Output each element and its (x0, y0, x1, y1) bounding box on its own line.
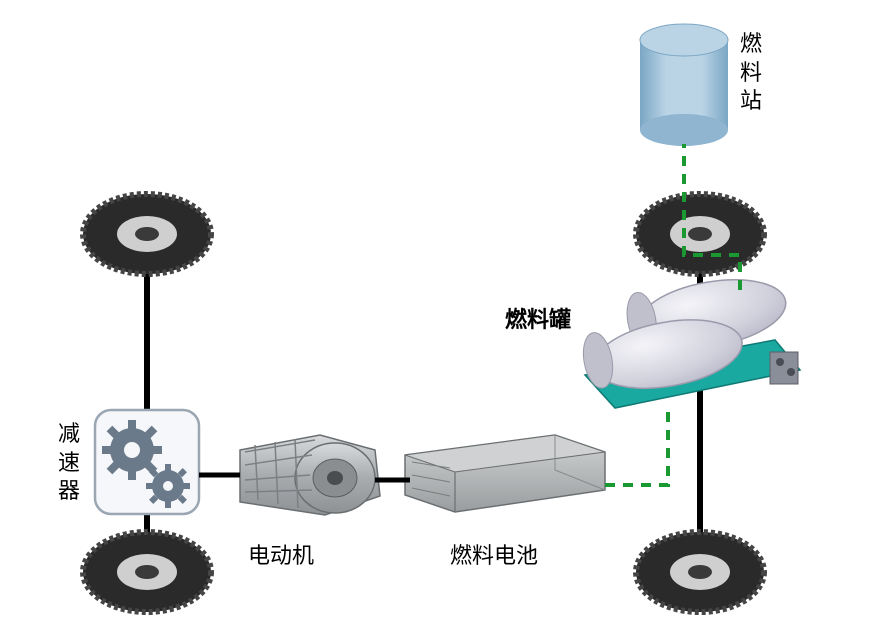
fuel-station-icon (640, 24, 728, 146)
fuel-tank-icon (574, 267, 800, 408)
reducer-icon (95, 410, 199, 514)
motor-label: 电动机 (248, 538, 314, 570)
fuel-cell-icon (405, 435, 605, 512)
wheel-front-top (83, 194, 211, 274)
fuel-tank-label: 燃料罐 (505, 302, 571, 334)
wheel-rear-bottom (636, 532, 764, 612)
fuel-station-label: 燃 料 站 (740, 30, 762, 116)
wheel-front-bottom (83, 532, 211, 612)
wheel-rear-top (636, 194, 764, 274)
motor-icon (240, 435, 380, 515)
fuel-cell-label: 燃料电池 (450, 538, 538, 570)
fuel-line-cell-to-tank (605, 405, 668, 485)
reducer-label: 减 速 器 (58, 420, 80, 506)
